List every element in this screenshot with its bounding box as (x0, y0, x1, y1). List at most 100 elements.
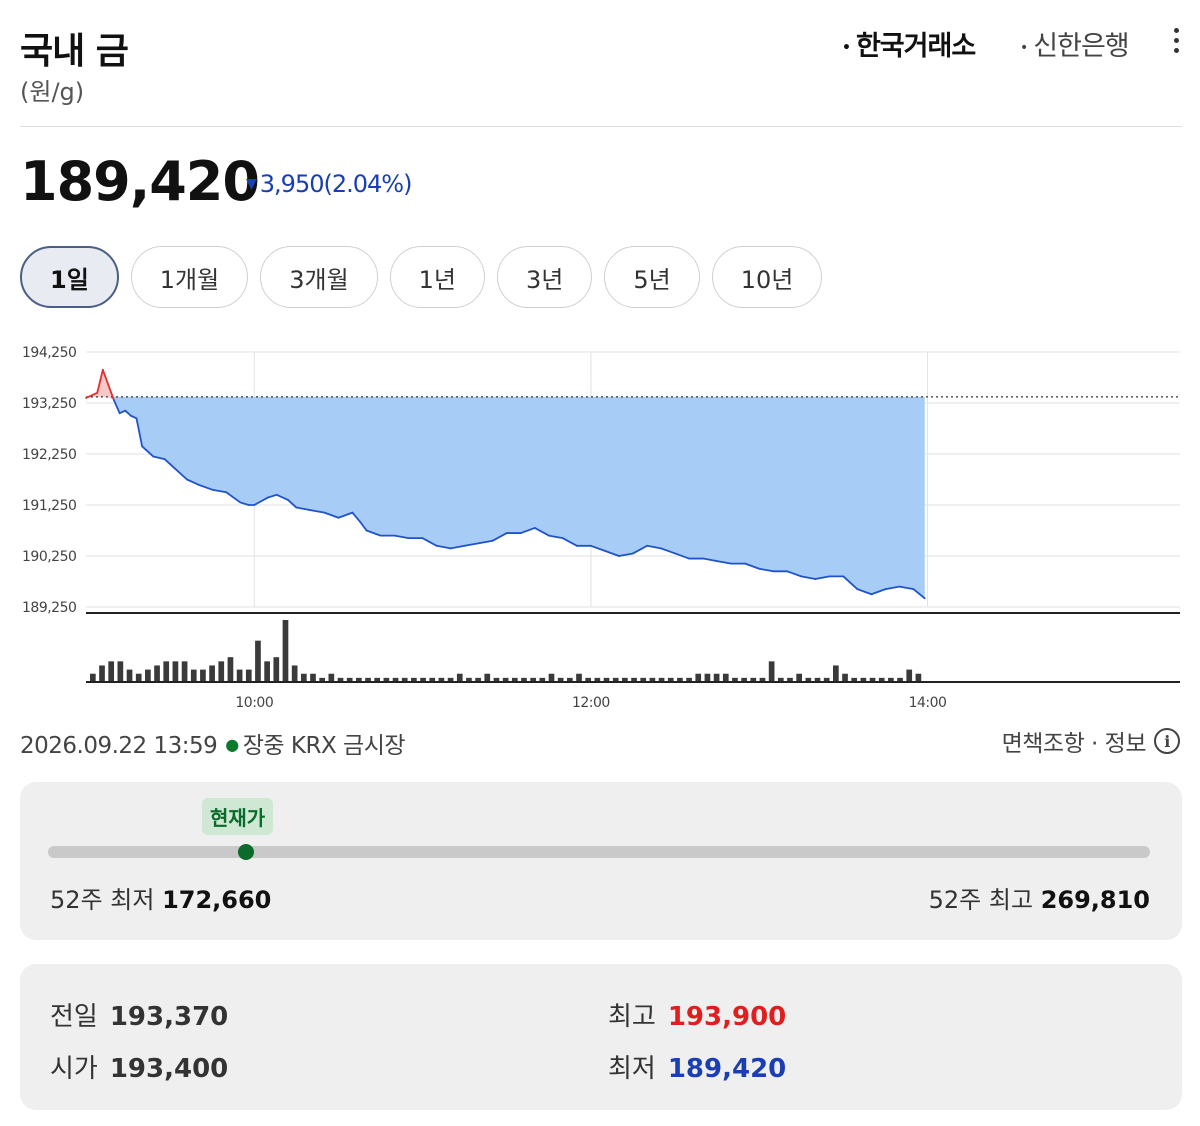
price-line-segment (758, 567, 775, 573)
volume-bar (741, 677, 747, 682)
volume-bar (200, 669, 206, 682)
price-line-segment (239, 501, 250, 506)
more-menu-icon[interactable] (1170, 28, 1182, 58)
volume-bar (108, 661, 115, 682)
volume-bar (236, 669, 243, 682)
volume-bar (475, 677, 481, 682)
price-line-segment (337, 511, 354, 519)
stat-low: 최저 189,420 (608, 1048, 786, 1085)
price-line-segment (604, 549, 620, 557)
tab-5y[interactable]: 5년 (604, 246, 700, 308)
price-line-segment (253, 496, 270, 506)
price-line-segment (197, 483, 214, 491)
price-line-segment (800, 575, 817, 580)
price-line-segment (152, 455, 166, 461)
tab-1m[interactable]: 1개월 (130, 246, 249, 308)
price-chart[interactable]: 194,250 193,250 192,250 191,250 190,250 189,2… (0, 330, 1200, 720)
price-area-up (86, 369, 925, 397)
volume-bar (282, 620, 289, 682)
volume-bar (640, 677, 647, 682)
disclaimer-link[interactable]: 면책조항 · 정보 i (1002, 724, 1180, 758)
volume-bar (704, 673, 711, 682)
volume-bar (823, 677, 830, 682)
volume-bar (438, 677, 445, 682)
tab-1y[interactable]: 1년 (389, 246, 486, 308)
volume-bar (622, 677, 628, 682)
y-tick-label: 193,250 (22, 396, 76, 412)
period-tabs: 1일 1개월 3개월 1년 3년 5년 10년 (20, 246, 823, 308)
tab-1d[interactable]: 1일 (20, 246, 119, 308)
unit-label: (원/g) (20, 78, 85, 106)
tab-10y[interactable]: 10년 (711, 246, 823, 308)
stat-label: 최저 (608, 1054, 656, 1084)
stat-label: 최고 (608, 1002, 656, 1032)
volume-bar (429, 677, 436, 682)
source-tab-krx[interactable]: • 한국거래소 (842, 24, 976, 63)
tab-3y[interactable]: 3년 (497, 246, 593, 308)
price-line-segment (309, 509, 326, 514)
volume-bar (346, 677, 353, 682)
price-line-segment (898, 585, 915, 591)
tab-3m[interactable]: 3개월 (260, 246, 378, 308)
volume-bar (805, 677, 812, 682)
price-line-segment (85, 391, 99, 399)
volume-bar (300, 673, 307, 682)
range-marker (238, 844, 255, 860)
volume-bar (860, 677, 867, 682)
volume-bar (273, 657, 280, 682)
volume-bar (686, 677, 692, 682)
source-krx-label: 한국거래소 (855, 31, 976, 62)
volume-bar (878, 677, 885, 682)
volume-bar (585, 677, 592, 682)
price-line-segment (477, 539, 494, 545)
stat-label: 전일 (50, 1002, 98, 1032)
volume-bar (154, 665, 160, 682)
low-52w-label: 52주 최저 (50, 886, 155, 914)
price-line-segment (107, 384, 115, 402)
price-line-segment (660, 547, 676, 555)
stat-open: 시가 193,400 (50, 1048, 228, 1085)
y-tick-label: 190,250 (22, 549, 76, 565)
volume-bar (667, 677, 674, 682)
volume-bar (411, 677, 417, 682)
range-52w-high: 52주 최고 269,810 (929, 880, 1150, 915)
volume-bar (631, 677, 637, 682)
down-triangle-icon: ▼ (246, 176, 257, 192)
price-line-segment (463, 542, 480, 547)
price-line-segment (275, 493, 289, 501)
price-change: ▼ 3,950(2.04%) (246, 170, 412, 198)
y-tick-label: 192,250 (22, 447, 76, 463)
volume-bar (466, 677, 472, 682)
price-line-segment (287, 498, 298, 509)
range-52w-card (20, 782, 1182, 940)
volume-bar (851, 677, 858, 682)
stat-label: 시가 (50, 1054, 98, 1084)
volume-bar (90, 673, 96, 682)
price-line-segment (169, 463, 188, 481)
volume-bar (328, 673, 335, 682)
volume-bar (209, 665, 215, 682)
source-tab-shinhan[interactable]: • 신한은행 (1020, 24, 1130, 63)
volume-bar (649, 677, 656, 682)
volume-bar (374, 677, 381, 682)
volume-bar (787, 677, 793, 682)
disclaimer-label: 면책조항 · 정보 (1001, 731, 1147, 757)
volume-bar (456, 673, 463, 682)
price-line-segment (211, 488, 228, 494)
volume-bar (658, 677, 665, 682)
volume-bar (337, 677, 344, 682)
price-line-segment (421, 537, 438, 547)
timestamp: 2026.09.22 13:59 (20, 733, 218, 759)
price-line-segment (435, 544, 452, 550)
x-tick-label: 10:00 (235, 695, 273, 711)
price-line-segment (533, 527, 550, 537)
volume-bar (401, 677, 408, 682)
volume-bar (566, 677, 573, 682)
volume-bar (548, 673, 555, 682)
volume-bar (814, 677, 821, 682)
x-tick-label: 14:00 (909, 695, 947, 711)
price-line-segment (101, 368, 110, 387)
price-line-segment (786, 570, 803, 578)
volume-bar (888, 677, 894, 682)
change-amount: 3,950 (259, 170, 325, 198)
